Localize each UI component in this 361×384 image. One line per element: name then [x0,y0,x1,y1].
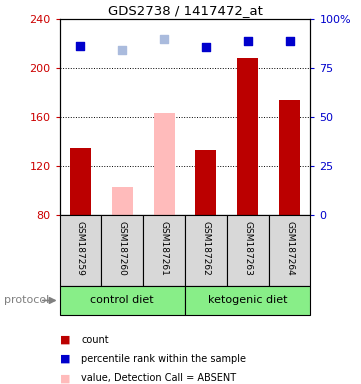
Bar [185,286,310,315]
Bar [143,215,185,286]
Point [161,36,167,42]
Text: GSM187262: GSM187262 [201,221,210,275]
Text: count: count [81,335,109,345]
Text: GSM187261: GSM187261 [160,221,169,276]
Title: GDS2738 / 1417472_at: GDS2738 / 1417472_at [108,3,262,17]
Bar [112,187,133,215]
Bar [195,150,216,215]
Point [78,43,83,49]
Bar [154,113,175,215]
Point [203,44,209,50]
Bar [279,100,300,215]
Bar [101,215,143,286]
Text: percentile rank within the sample: percentile rank within the sample [81,354,246,364]
Bar [185,215,227,286]
Text: value, Detection Call = ABSENT: value, Detection Call = ABSENT [81,373,236,383]
Text: ■: ■ [60,354,70,364]
Bar [70,148,91,215]
Bar [269,215,310,286]
Bar [60,286,185,315]
Text: GSM187264: GSM187264 [285,221,294,275]
Point [245,38,251,44]
Point [287,38,292,44]
Text: protocol: protocol [4,295,49,306]
Text: ketogenic diet: ketogenic diet [208,295,287,306]
Bar [60,215,101,286]
Text: GSM187263: GSM187263 [243,221,252,276]
Text: ■: ■ [60,335,70,345]
Text: ■: ■ [60,373,70,383]
Point [119,47,125,53]
Text: control diet: control diet [91,295,154,306]
Bar [227,215,269,286]
Bar [237,58,258,215]
Text: GSM187259: GSM187259 [76,221,85,276]
Text: GSM187260: GSM187260 [118,221,127,276]
